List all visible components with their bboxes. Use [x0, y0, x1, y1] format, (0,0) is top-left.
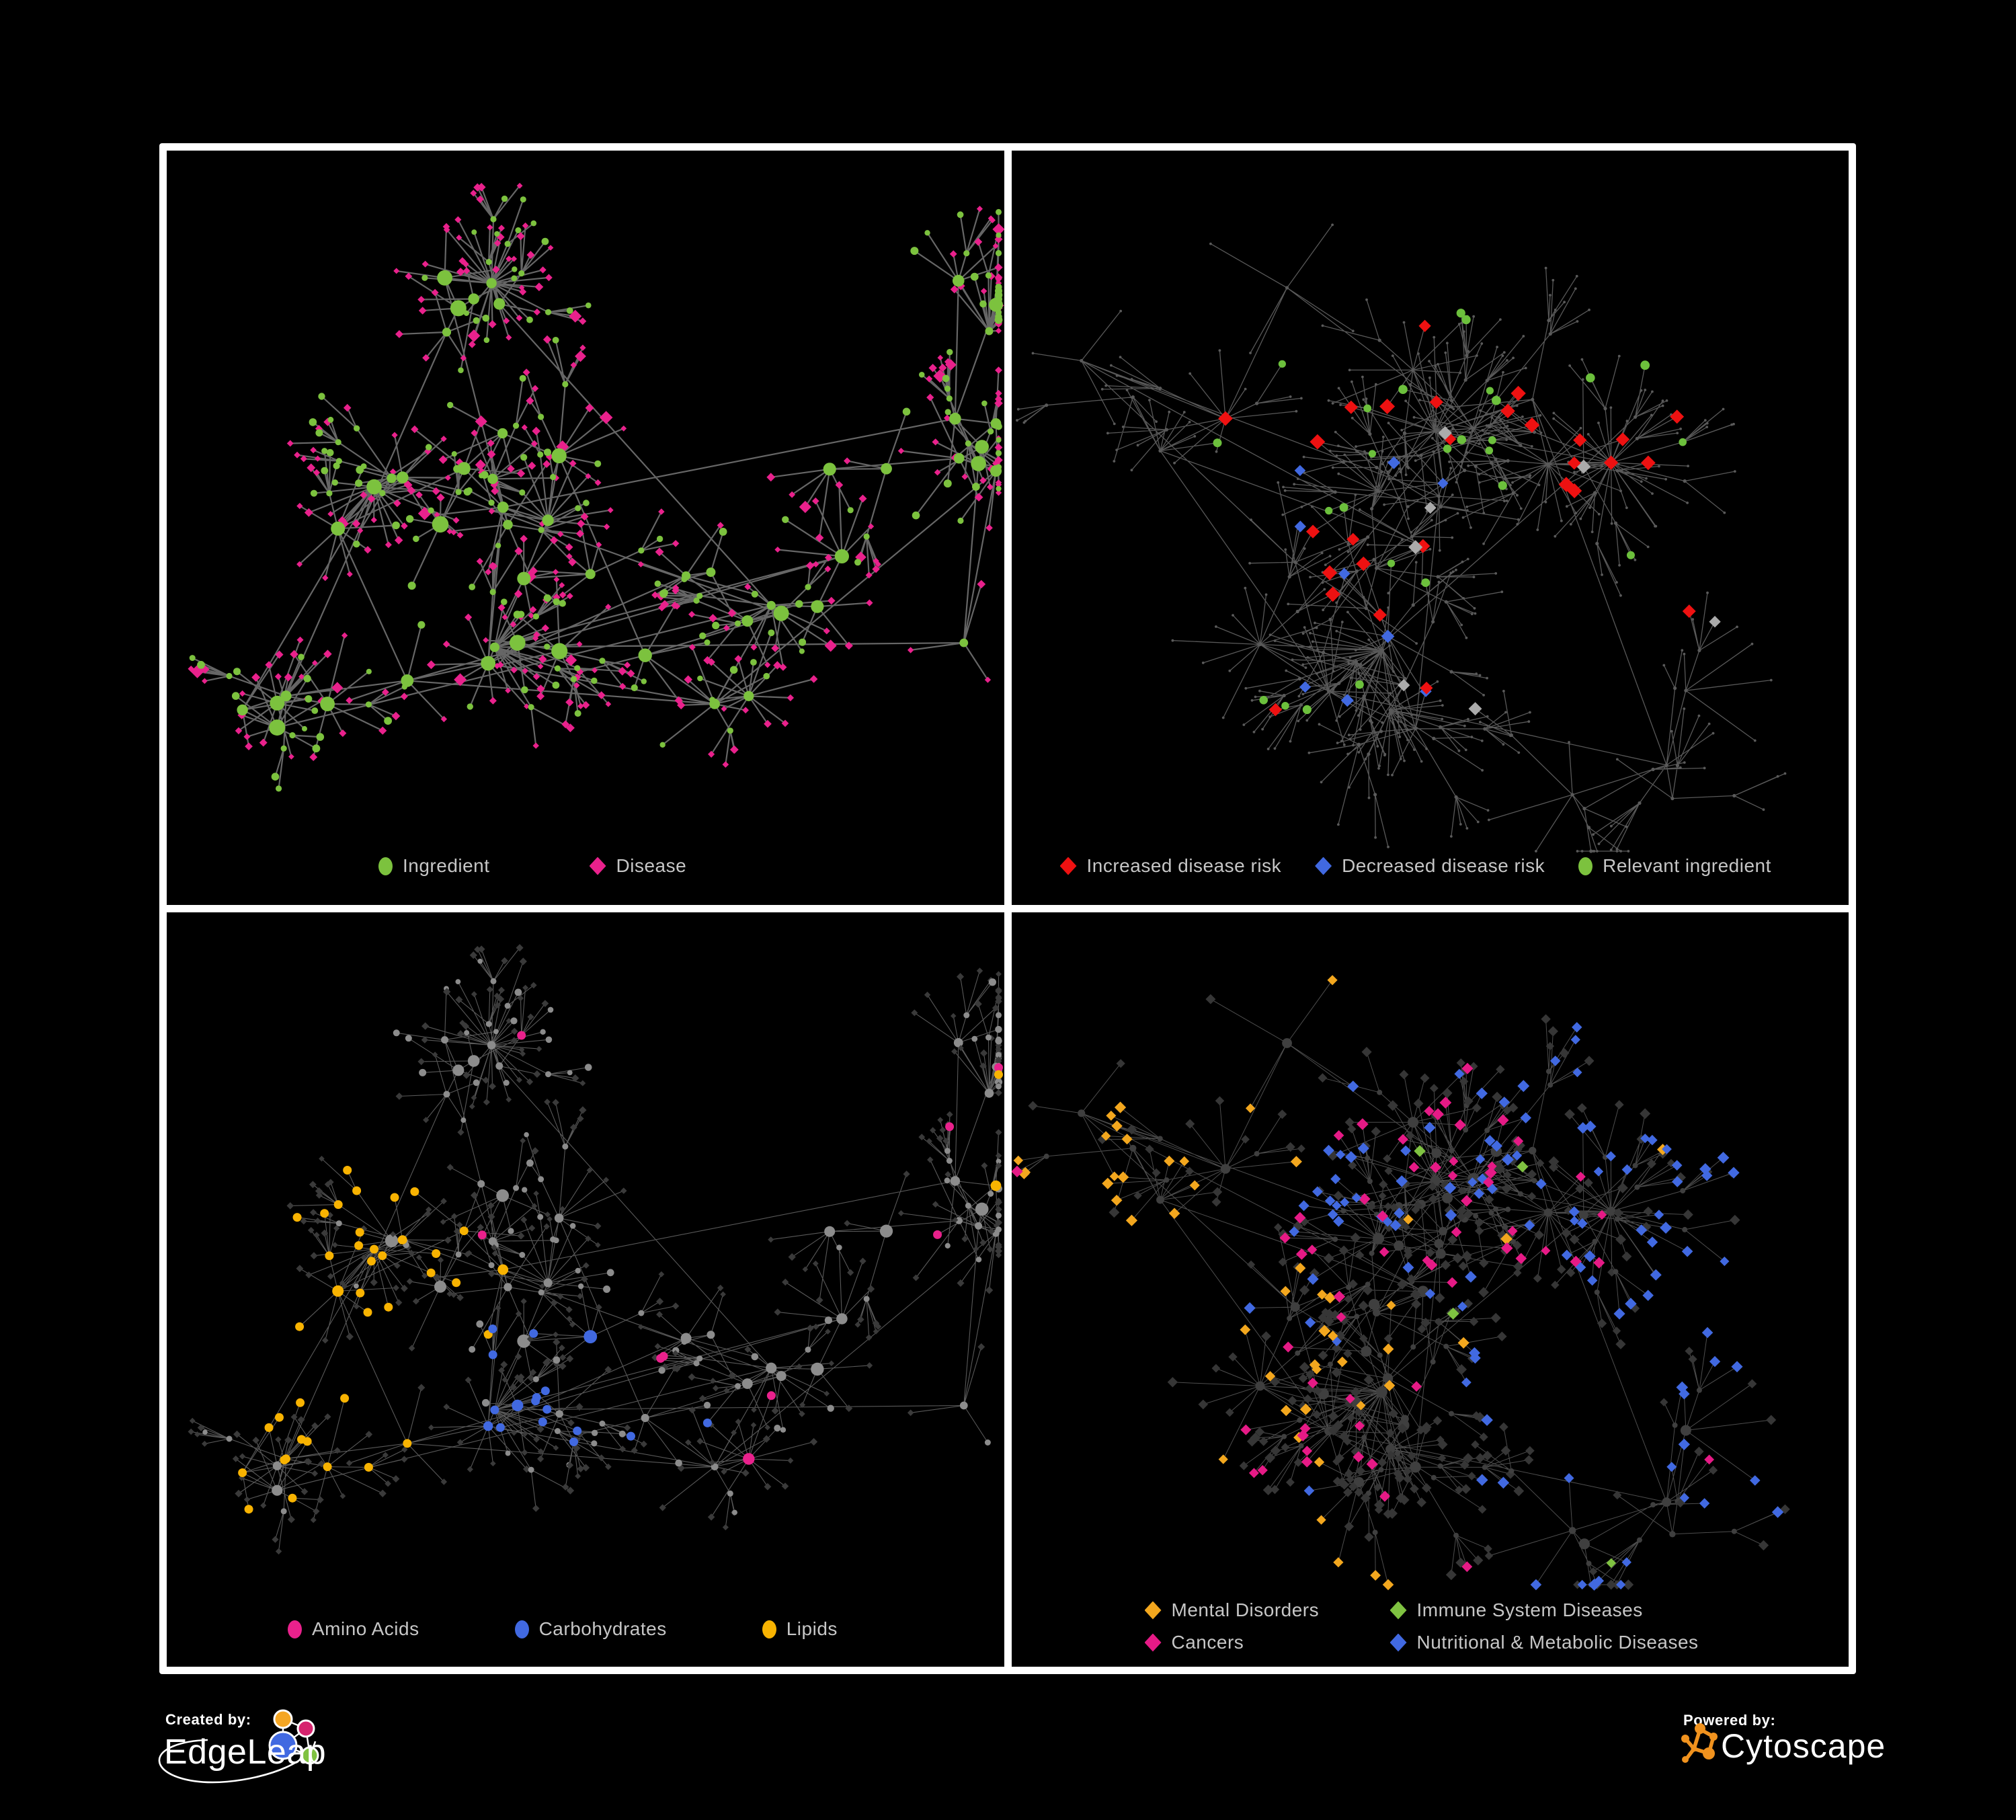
legend-label: Decreased disease risk — [1342, 855, 1545, 876]
nutritional-metabolic-node-icon — [1389, 1633, 1407, 1652]
legend-item-relevant-ingredient: Relevant ingredient — [1578, 855, 1771, 877]
amino-acids-node-icon — [288, 1620, 302, 1638]
legend-label: Ingredient — [403, 855, 490, 876]
edgeleap-wordmark: EdgeLeap — [164, 1733, 327, 1772]
cytoscape-logo — [1681, 1723, 1718, 1763]
legend-item-amino-acids: Amino Acids — [288, 1618, 419, 1640]
cytoscape-logo-nodes — [1681, 1723, 1718, 1763]
legend-ingredient-disease: Ingredient Disease — [378, 855, 686, 877]
edgeleap-green-node — [300, 1746, 319, 1765]
legend-nutrient-classes: Amino Acids Carbohydrates Lipids — [288, 1618, 838, 1640]
relevant-ingredient-node-icon — [1578, 857, 1593, 875]
panel-nutrient-classes: Amino Acids Carbohydrates Lipids — [167, 912, 1004, 1667]
legend-item-carbohydrates: Carbohydrates — [514, 1618, 667, 1640]
legend-label: Increased disease risk — [1086, 855, 1282, 876]
legend-item-nutritional-metabolic: Nutritional & Metabolic Diseases — [1389, 1632, 1699, 1653]
panel-grid: Ingredient Disease Increased disease ris… — [159, 143, 1856, 1674]
edgeleap-pink-node — [296, 1719, 315, 1738]
legend-disease-categories: Mental Disorders Immune System Diseases … — [1144, 1594, 1699, 1659]
lipids-node-icon — [762, 1620, 776, 1638]
edgeleap-logo — [158, 1709, 319, 1784]
legend-label: Carbohydrates — [538, 1618, 667, 1639]
panel-disease-risk: Increased disease risk Decreased disease… — [1011, 151, 1849, 905]
panel-ingredient-disease: Ingredient Disease — [167, 151, 1004, 905]
legend-item-disease: Disease — [589, 855, 687, 877]
carbohydrates-node-icon — [514, 1620, 529, 1638]
legend-item-increased-risk: Increased disease risk — [1059, 855, 1282, 877]
network-canvas-disease-risk — [1015, 223, 1786, 853]
disease-node-icon — [589, 857, 606, 875]
mental-disorders-node-icon — [1144, 1601, 1162, 1620]
increased-risk-node-icon — [1059, 857, 1077, 875]
legend-label: Disease — [616, 855, 687, 876]
edgeleap-blue-node — [268, 1731, 298, 1760]
legend-item-lipids: Lipids — [762, 1618, 838, 1640]
immune-system-node-icon — [1389, 1601, 1407, 1620]
legend-item-ingredient: Ingredient — [378, 855, 490, 877]
legend-item-cancers: Cancers — [1144, 1632, 1390, 1653]
legend-disease-risk: Increased disease risk Decreased disease… — [1059, 855, 1771, 877]
edgeleap-orange-node — [273, 1709, 293, 1729]
cancers-node-icon — [1144, 1633, 1162, 1652]
legend-item-mental-disorders: Mental Disorders — [1144, 1599, 1390, 1621]
network-canvas-nutrient-classes — [188, 944, 1003, 1555]
network-canvas-ingredient-disease — [188, 182, 1004, 792]
legend-label: Nutritional & Metabolic Diseases — [1416, 1632, 1699, 1653]
legend-label: Cancers — [1171, 1632, 1244, 1653]
legend-label: Relevant ingredient — [1603, 855, 1771, 876]
decreased-risk-node-icon — [1315, 857, 1332, 875]
legend-label: Lipids — [786, 1618, 838, 1639]
edgeleap-logo-nodes — [268, 1709, 319, 1765]
panel-disease-categories: Mental Disorders Immune System Diseases … — [1011, 912, 1849, 1667]
created-by-label: Created by: — [165, 1711, 251, 1728]
ingredient-node-icon — [378, 857, 393, 875]
network-canvas-disease-categories — [1011, 975, 1790, 1591]
legend-label: Mental Disorders — [1171, 1599, 1320, 1620]
legend-item-immune-system-diseases: Immune System Diseases — [1389, 1599, 1699, 1621]
edgeleap-orbit-swoosh — [158, 1739, 317, 1784]
legend-label: Immune System Diseases — [1416, 1599, 1643, 1620]
legend-item-decreased-risk: Decreased disease risk — [1315, 855, 1545, 877]
legend-label: Amino Acids — [312, 1618, 419, 1639]
cytoscape-wordmark: Cytoscape — [1721, 1727, 1886, 1765]
